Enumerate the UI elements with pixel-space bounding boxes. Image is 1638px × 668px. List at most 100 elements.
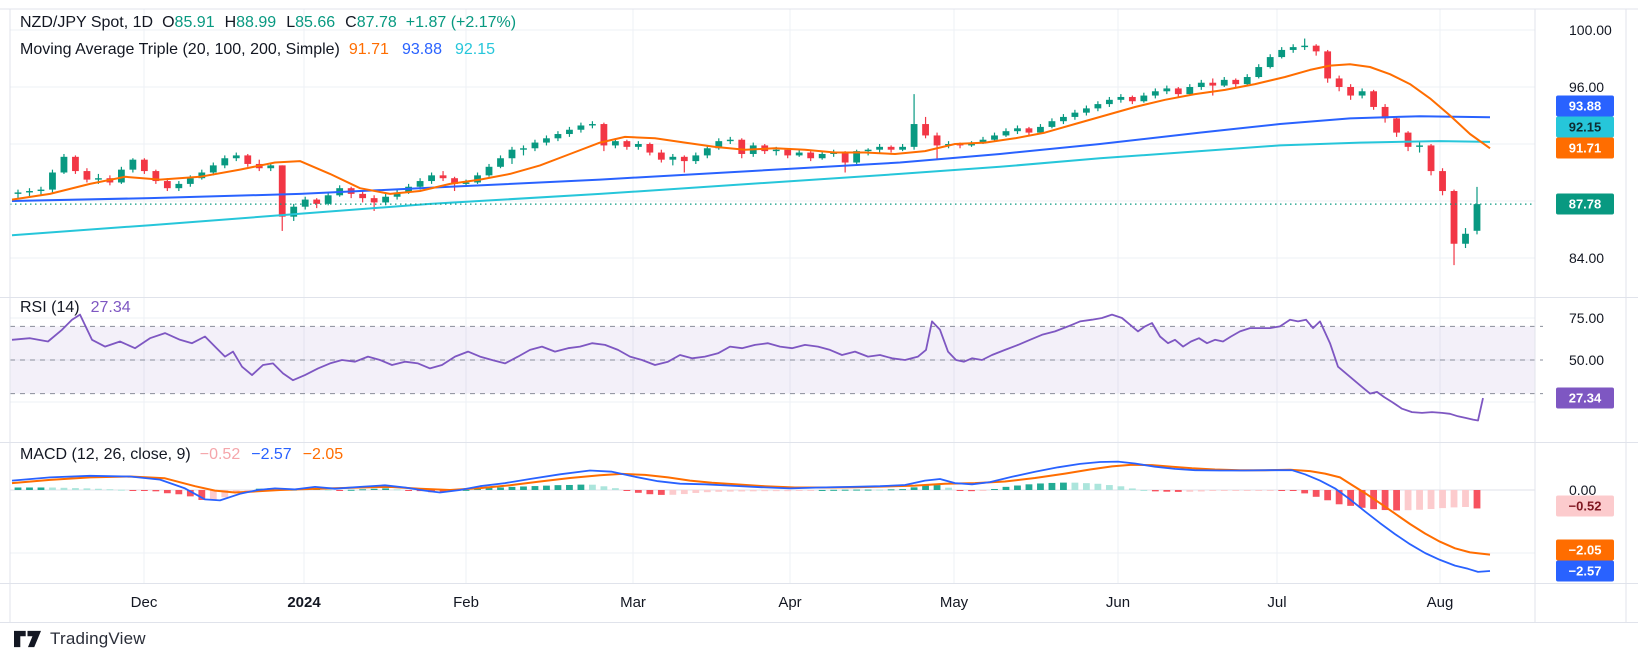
macd-histogram-bar <box>1473 490 1481 509</box>
ma-legend[interactable]: Moving Average Triple (20, 100, 200, Sim… <box>20 41 495 59</box>
macd-histogram-bar <box>1071 482 1079 490</box>
macd-histogram-bar <box>968 490 975 492</box>
macd-histogram-bar <box>933 485 941 490</box>
symbol-title[interactable]: NZD/JPY Spot, 1D <box>20 14 154 31</box>
candle-body <box>1037 126 1044 133</box>
candle-body <box>623 141 631 147</box>
candle-body <box>1220 79 1228 86</box>
macd-histogram-bar <box>1140 489 1148 491</box>
candle-body <box>795 152 803 156</box>
macd-value: −0.52 <box>199 446 241 463</box>
candle-body <box>1266 57 1274 68</box>
macd-histogram-bar <box>1358 490 1366 508</box>
macd-histogram-bar <box>1037 483 1044 490</box>
macd-histogram-bar <box>634 490 642 493</box>
macd-histogram-bar <box>1025 484 1033 490</box>
candle-body <box>1312 45 1320 52</box>
candle-body <box>290 206 298 217</box>
macd-histogram-bar <box>1335 490 1343 505</box>
macd-histogram-bar <box>566 484 573 490</box>
candle-body <box>1404 132 1412 147</box>
ma-value: 92.15 <box>454 41 496 58</box>
ohlc-pair: O 85.91 <box>162 14 215 31</box>
price-axis-badge: 93.88 <box>1556 95 1614 117</box>
macd-histogram-bar <box>1060 482 1067 490</box>
candle-body <box>1462 233 1469 244</box>
price-legend[interactable]: NZD/JPY Spot, 1D O 85.91 H 88.99 L 85.66 C 87.7… <box>20 14 516 32</box>
macd-histogram-bar <box>106 489 114 491</box>
chart-canvas <box>0 8 1638 623</box>
macd-histogram-bar <box>152 490 160 492</box>
candle-body <box>1278 49 1286 58</box>
macd-histogram-bar <box>692 490 700 493</box>
macd-histogram-bar <box>956 490 964 491</box>
candle-body <box>1439 171 1446 192</box>
macd-histogram-bar <box>1232 490 1240 491</box>
macd-histogram-bar <box>646 490 654 495</box>
time-axis-label: Feb <box>453 594 479 611</box>
macd-histogram-bar <box>1324 490 1332 501</box>
macd-histogram-bar <box>795 490 803 491</box>
macd-histogram-bar <box>1048 482 1056 490</box>
macd-histogram-bar <box>761 490 769 492</box>
tradingview-logo[interactable]: TradingView <box>14 629 146 649</box>
candle-body <box>657 152 665 160</box>
price-axis-badge: 92.15 <box>1556 116 1614 138</box>
candle-body <box>1151 91 1159 96</box>
time-scale[interactable] <box>10 583 1626 622</box>
candle-body <box>72 156 79 172</box>
ma-legend-label: Moving Average Triple (20, 100, 200, Sim… <box>20 41 340 58</box>
macd-histogram-bar <box>1209 490 1217 491</box>
candle-body <box>680 156 688 162</box>
macd-histogram-bar <box>508 486 516 490</box>
macd-histogram-bar <box>715 490 723 492</box>
candle-body <box>37 189 45 192</box>
candle-body <box>14 192 22 194</box>
macd-histogram-bar <box>140 490 148 491</box>
macd-histogram-bar <box>324 489 332 491</box>
macd-histogram-bar <box>945 487 952 490</box>
macd-histogram-bar <box>680 490 688 495</box>
macd-histogram-bar <box>382 488 390 490</box>
time-axis-label: Aug <box>1426 594 1454 611</box>
candle-body <box>726 139 734 142</box>
price-tick-label: 100.00 <box>1569 22 1612 38</box>
price-axis-badge: 91.71 <box>1556 137 1614 159</box>
candle-body <box>1232 79 1240 85</box>
price-axis-badge: 87.78 <box>1556 193 1614 215</box>
candle-body <box>979 139 987 143</box>
candle-body <box>186 178 194 184</box>
candle-body <box>485 166 493 176</box>
macd-histogram-bar <box>657 490 665 495</box>
candle-body <box>95 178 102 180</box>
candle-body <box>692 155 700 162</box>
macd-histogram-bar <box>405 490 412 491</box>
macd-histogram-bar <box>577 484 585 490</box>
candle-body <box>1025 128 1033 133</box>
candle-body <box>117 169 125 183</box>
macd-histogram-bar <box>186 490 194 497</box>
candle-body <box>474 175 481 183</box>
macd-legend[interactable]: MACD (12, 26, close, 9) −0.52 −2.57 −2.05 <box>20 446 343 464</box>
macd-histogram-bar <box>1450 490 1458 508</box>
macd-histogram-bar <box>1174 490 1182 492</box>
candle-body <box>554 134 562 139</box>
rsi-tick-label: 50.00 <box>1569 352 1605 368</box>
macd-histogram-bar <box>1014 485 1021 490</box>
macd-histogram-bar <box>623 490 631 491</box>
rsi-legend[interactable]: RSI (14) 27.34 <box>20 299 131 317</box>
candle-body <box>359 193 367 199</box>
macd-values: −0.52 −2.57 −2.05 <box>200 446 343 464</box>
candle-body <box>83 171 91 180</box>
macd-histogram-bar <box>462 489 470 491</box>
macd-histogram-bar <box>1347 490 1355 506</box>
candle-body <box>497 158 504 167</box>
candle-body <box>520 148 527 150</box>
candle-body <box>910 124 918 147</box>
rsi-pane[interactable] <box>10 297 1535 442</box>
candle-body <box>1140 95 1148 102</box>
macd-histogram-bar <box>703 490 711 493</box>
candle-body <box>209 165 217 173</box>
candle-body <box>370 198 378 203</box>
macd-histogram-bar <box>1083 483 1090 490</box>
